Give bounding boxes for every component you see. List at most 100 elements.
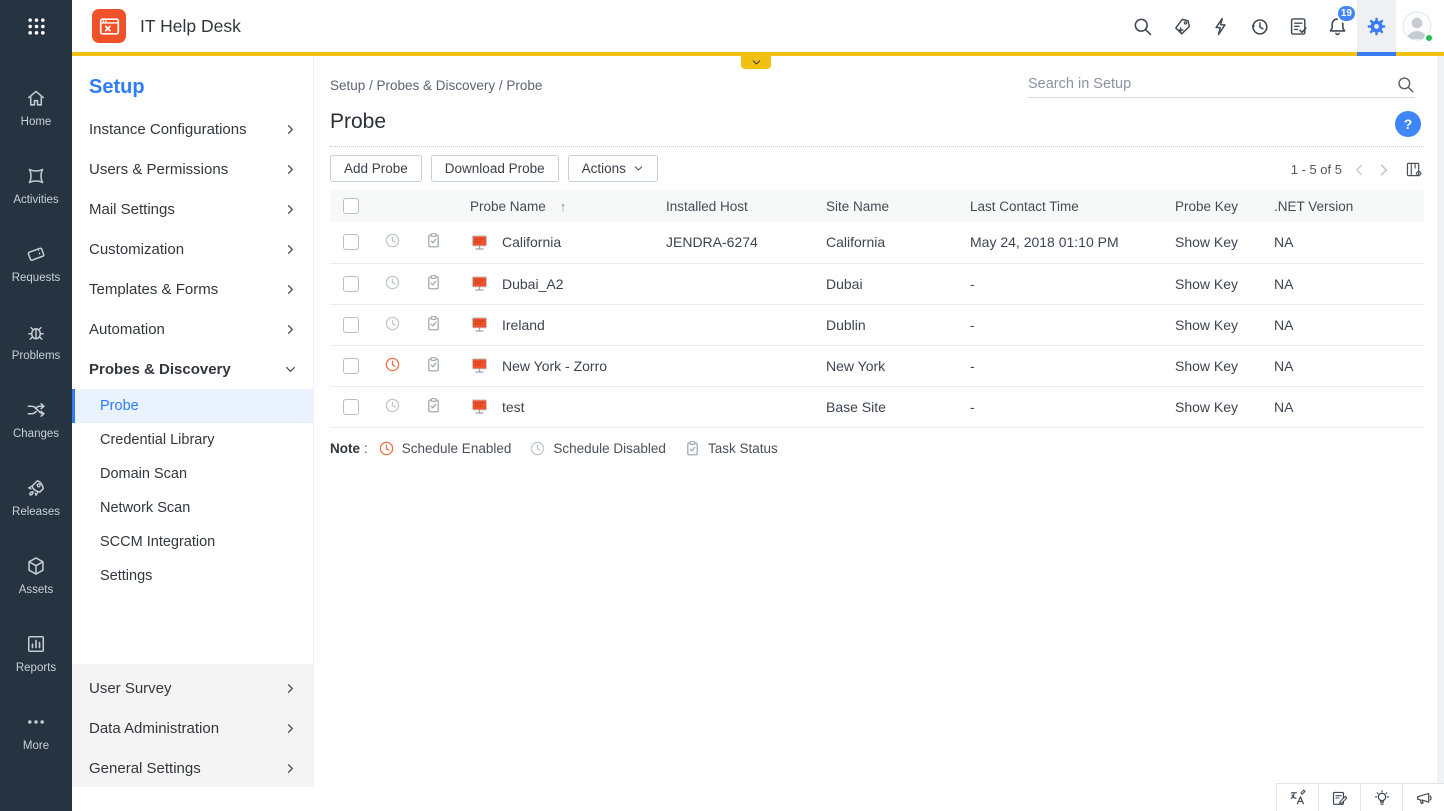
row-checkbox[interactable] bbox=[343, 234, 359, 251]
sidebar-item-mail-settings[interactable]: Mail Settings bbox=[72, 189, 313, 229]
quick-actions-button[interactable] bbox=[1201, 0, 1240, 52]
chevron-right-icon bbox=[287, 683, 293, 693]
recent-items-button[interactable] bbox=[1240, 0, 1279, 52]
table-row[interactable]: California JENDRA-6274 California May 24… bbox=[330, 222, 1424, 264]
rail-item-requests[interactable]: Requests bbox=[0, 224, 72, 302]
probe-name-link[interactable]: Ireland bbox=[502, 316, 545, 333]
chevron-right-icon bbox=[287, 164, 293, 174]
rail-item-changes[interactable]: Changes bbox=[0, 380, 72, 458]
column-settings-icon[interactable] bbox=[1405, 160, 1424, 179]
task-status-label: Task Status bbox=[707, 441, 778, 456]
submenu-item-settings[interactable]: Settings bbox=[100, 568, 153, 584]
task-status-icon[interactable] bbox=[425, 315, 442, 332]
installed-host-cell bbox=[650, 345, 810, 387]
collapse-header-tab[interactable] bbox=[741, 56, 771, 69]
submenu-item-domain-scan[interactable]: Domain Scan bbox=[100, 466, 188, 482]
table-row[interactable]: test Base Site - Show Key NA bbox=[330, 386, 1424, 428]
lightbulb-icon bbox=[1374, 789, 1389, 805]
ideas-button[interactable] bbox=[1360, 783, 1402, 811]
search-icon[interactable] bbox=[1396, 75, 1415, 94]
pagination: 1 - 5 of 5 bbox=[1291, 156, 1424, 183]
column-probe-key[interactable]: Probe Key bbox=[1159, 190, 1258, 222]
announcements-button[interactable] bbox=[1402, 783, 1444, 811]
row-checkbox[interactable] bbox=[343, 357, 359, 374]
app-launcher-button[interactable] bbox=[0, 0, 72, 52]
footer-quick-icons bbox=[1276, 783, 1444, 811]
probe-name-link[interactable]: New York - Zorro bbox=[502, 357, 608, 374]
installed-host-cell bbox=[650, 304, 810, 346]
column-installed-host[interactable]: Installed Host bbox=[650, 190, 810, 222]
sidebar-item-instance-configurations[interactable]: Instance Configurations bbox=[72, 109, 313, 149]
task-status-icon[interactable] bbox=[425, 274, 442, 291]
sidebar-item-data-administration[interactable]: Data Administration bbox=[72, 708, 313, 748]
approvals-button[interactable] bbox=[1279, 0, 1318, 52]
table-row[interactable]: New York - Zorro New York - Show Key NA bbox=[330, 345, 1424, 387]
submenu-item-probe[interactable]: Probe bbox=[72, 389, 313, 423]
setup-sidebar: Setup Instance Configurations Users & Pe… bbox=[72, 56, 314, 787]
table-row[interactable]: Ireland Dublin - Show Key NA bbox=[330, 304, 1424, 346]
probe-name-link[interactable]: test bbox=[502, 398, 525, 415]
row-checkbox[interactable] bbox=[343, 316, 359, 333]
table-row[interactable]: Dubai_A2 Dubai - Show Key NA bbox=[330, 263, 1424, 305]
rail-item-activities[interactable]: Activities bbox=[0, 146, 72, 224]
show-key-link[interactable]: Show Key bbox=[1159, 386, 1258, 428]
show-key-link[interactable]: Show Key bbox=[1159, 345, 1258, 387]
sidebar-item-general-settings[interactable]: General Settings bbox=[72, 748, 313, 787]
help-button[interactable]: ? bbox=[1395, 111, 1421, 137]
sidebar-item-user-survey[interactable]: User Survey bbox=[72, 668, 313, 708]
row-checkbox[interactable] bbox=[343, 275, 359, 292]
schedule-disabled-icon bbox=[531, 441, 545, 456]
rail-item-more[interactable]: More bbox=[0, 692, 72, 770]
column-last-contact-time[interactable]: Last Contact Time bbox=[954, 190, 1159, 222]
prev-page-icon[interactable] bbox=[1351, 162, 1367, 178]
submenu-item-network-scan[interactable]: Network Scan bbox=[100, 500, 191, 516]
rail-item-home[interactable]: Home bbox=[0, 68, 72, 146]
submenu-item-credential-library[interactable]: Credential Library bbox=[100, 432, 215, 448]
site-name-cell: New York bbox=[810, 345, 954, 387]
sidebar-item-automation[interactable]: Automation bbox=[72, 309, 313, 349]
task-status-icon[interactable] bbox=[425, 232, 442, 249]
search-input[interactable] bbox=[1028, 76, 1396, 92]
submenu-item-sccm-integration[interactable]: SCCM Integration bbox=[100, 534, 216, 550]
download-probe-button[interactable]: Download Probe bbox=[430, 155, 559, 182]
setup-button[interactable] bbox=[1357, 0, 1396, 56]
rail-item-releases[interactable]: Releases bbox=[0, 458, 72, 536]
quick-add-button[interactable] bbox=[1162, 0, 1201, 52]
breadcrumb[interactable]: Setup / Probes & Discovery / Probe bbox=[330, 78, 543, 93]
feedback-button[interactable] bbox=[1318, 783, 1360, 811]
notifications-button[interactable]: 19 bbox=[1318, 0, 1357, 52]
show-key-link[interactable]: Show Key bbox=[1159, 304, 1258, 346]
last-contact-cell: May 24, 2018 01:10 PM bbox=[954, 222, 1159, 264]
sidebar-item-users-permissions[interactable]: Users & Permissions bbox=[72, 149, 313, 189]
column-probe-name[interactable]: Probe Name bbox=[470, 198, 546, 214]
row-checkbox[interactable] bbox=[343, 398, 359, 415]
rail-item-problems[interactable]: Problems bbox=[0, 302, 72, 380]
megaphone-icon bbox=[1416, 792, 1432, 804]
schedule-enabled-icon bbox=[385, 357, 399, 371]
translate-button[interactable] bbox=[1276, 783, 1318, 811]
task-status-icon[interactable] bbox=[425, 397, 442, 414]
rail-item-reports[interactable]: Reports bbox=[0, 614, 72, 692]
sidebar-item-probes-discovery[interactable]: Probes & Discovery bbox=[72, 349, 313, 389]
topbar: IT Help Desk 19 bbox=[0, 0, 1444, 56]
column-net-version[interactable]: .NET Version bbox=[1258, 190, 1424, 222]
title-separator bbox=[330, 146, 1424, 147]
actions-dropdown-button[interactable]: Actions bbox=[567, 155, 658, 182]
user-avatar[interactable] bbox=[1396, 0, 1438, 52]
sidebar-item-customization[interactable]: Customization bbox=[72, 229, 313, 269]
select-all-checkbox[interactable] bbox=[343, 198, 359, 214]
add-probe-button[interactable]: Add Probe bbox=[330, 155, 422, 182]
probe-name-link[interactable]: Dubai_A2 bbox=[502, 275, 564, 292]
global-search-button[interactable] bbox=[1123, 0, 1162, 52]
probe-name-link[interactable]: California bbox=[502, 234, 562, 251]
show-key-link[interactable]: Show Key bbox=[1159, 222, 1258, 264]
next-page-icon[interactable] bbox=[1376, 162, 1392, 178]
task-status-icon[interactable] bbox=[425, 356, 442, 373]
sidebar-item-templates-forms[interactable]: Templates & Forms bbox=[72, 269, 313, 309]
vertical-scrollbar[interactable] bbox=[1437, 56, 1444, 783]
sort-ascending-icon[interactable]: ↑ bbox=[559, 198, 567, 214]
rail-item-assets[interactable]: Assets bbox=[0, 536, 72, 614]
probe-table: Probe Name ↑ Installed Host Site Name Las… bbox=[330, 190, 1424, 428]
column-site-name[interactable]: Site Name bbox=[810, 190, 954, 222]
show-key-link[interactable]: Show Key bbox=[1159, 263, 1258, 305]
